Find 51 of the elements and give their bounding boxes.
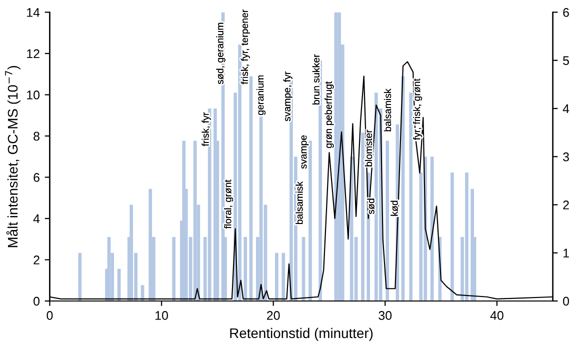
x-tick-label: 10	[156, 311, 168, 320]
y-tick-label: 8	[34, 132, 40, 141]
x-tick-label: 30	[378, 311, 392, 320]
y2-tick-label: 1	[564, 248, 569, 258]
annotation: svampe	[301, 135, 309, 169]
annotation: grøn peberfrugt	[324, 81, 334, 148]
bar	[244, 236, 248, 301]
annotation: brun sukker	[312, 54, 320, 104]
bar	[78, 252, 82, 301]
y-tick-label: 4	[33, 214, 40, 224]
annotation: balsamisk	[296, 181, 303, 224]
annotation: kød	[390, 200, 398, 216]
annotation: geranium	[256, 75, 266, 115]
bar	[450, 172, 454, 301]
bar	[308, 140, 312, 301]
y2-tick-label: 6	[563, 8, 569, 17]
bar	[409, 92, 413, 301]
y2-tick-label: 2	[563, 200, 569, 210]
y2-tick-label: 5	[563, 56, 569, 66]
bar	[172, 236, 176, 301]
x-tick-label: 20	[267, 311, 280, 320]
annotation: balsamisk	[384, 88, 392, 132]
y-tick-label: 14	[27, 8, 40, 17]
bar	[275, 252, 278, 301]
annotation: floral, grønt	[224, 180, 234, 229]
bar	[338, 12, 341, 301]
y2-tick-label: 3	[563, 152, 569, 162]
annotation: frisk, fyr, terpener	[240, 9, 250, 84]
y-tick-label: 10	[27, 90, 40, 100]
annotation: frisk, fyr	[202, 112, 211, 146]
x-axis-title: Retentionstid (minutter)	[230, 328, 373, 341]
y-tick-label: 2	[34, 256, 40, 264]
bar	[130, 204, 134, 301]
y-axis-title: Målt intensitet, GC-MS (10$^{−7}$)	[5, 66, 20, 248]
bar	[148, 188, 152, 301]
bar	[386, 140, 390, 301]
annotation: svampe, fyr	[283, 71, 292, 122]
annotation: blomster	[364, 130, 372, 166]
y-tick-label: 0	[34, 296, 40, 306]
bar	[361, 132, 364, 301]
annotation: sød	[367, 198, 374, 214]
bar	[350, 156, 354, 301]
y2-tick-label: 4	[562, 104, 570, 114]
x-tick-label: 40	[490, 311, 504, 320]
annotation: sød, geranium	[216, 22, 226, 84]
bar	[282, 252, 286, 301]
bar	[430, 156, 434, 301]
y-tick-label: 12	[27, 49, 40, 58]
y-tick-label: 6	[34, 173, 40, 182]
x-tick-label: 0	[46, 311, 53, 320]
y2-tick-label: 0	[563, 296, 570, 306]
